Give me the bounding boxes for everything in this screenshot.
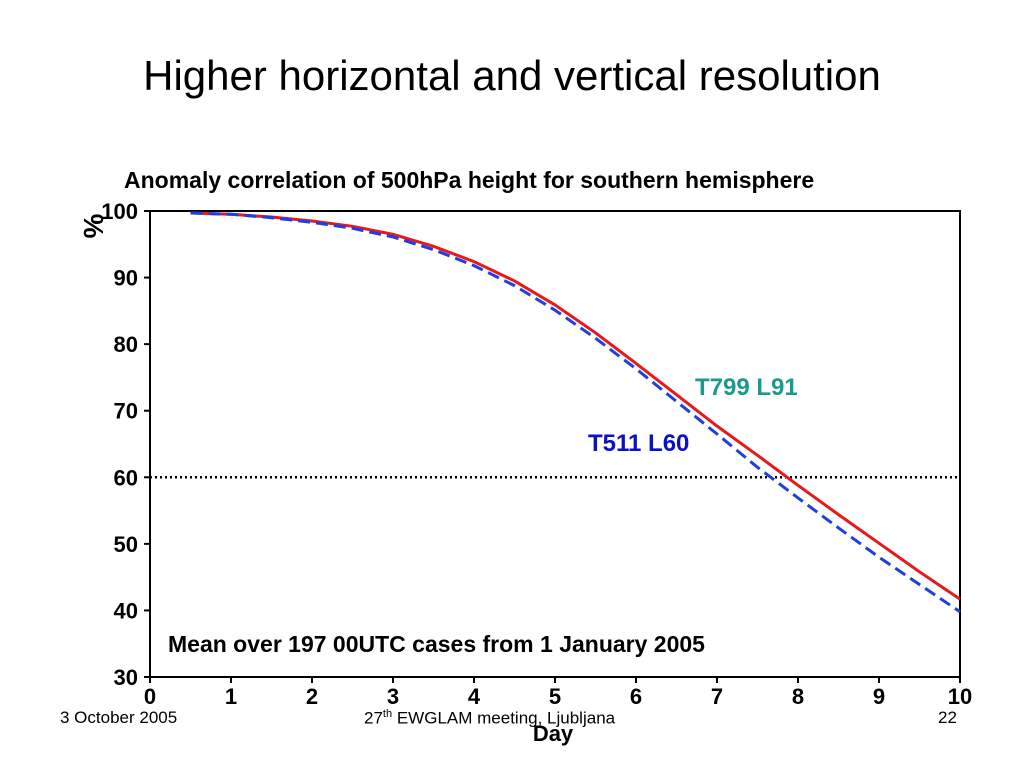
y-tick-label: 100: [101, 199, 138, 224]
footer-meeting-name: EWGLAM meeting, Ljubljana: [392, 708, 616, 728]
x-tick-label: 2: [306, 684, 318, 709]
slide-title: Higher horizontal and vertical resolutio…: [143, 52, 881, 99]
x-tick-label: 5: [549, 684, 561, 709]
x-tick-label: 4: [468, 684, 481, 709]
y-tick-label: 30: [114, 665, 138, 690]
footer-meeting: 27th EWGLAM meeting, Ljubljana: [364, 708, 615, 729]
y-tick-label: 50: [114, 532, 138, 557]
x-tick-label: 7: [711, 684, 723, 709]
series-label-t799-l91: T799 L91: [695, 374, 798, 401]
x-tick-label: 8: [792, 684, 804, 709]
x-tick-label: 6: [630, 684, 642, 709]
y-tick-label: 80: [114, 332, 138, 357]
y-tick-label: 40: [114, 598, 138, 623]
y-tick-label: 60: [114, 465, 138, 490]
x-tick-label: 10: [948, 684, 972, 709]
x-axis-label: Day: [533, 721, 574, 746]
series-label-t511-l60: T511 L60: [588, 430, 689, 457]
x-tick-label: 3: [387, 684, 399, 709]
footer-meeting-number: 27: [364, 708, 383, 728]
footer-date: 3 October 2005: [60, 708, 178, 727]
x-tick-label: 9: [873, 684, 885, 709]
y-tick-label: 90: [114, 266, 138, 291]
chart-annotation: Mean over 197 00UTC cases from 1 January…: [168, 631, 705, 657]
series-line-t799-l91: [190, 211, 961, 601]
series-line-t511-l60: [190, 211, 961, 614]
y-axis-label: %: [78, 213, 109, 238]
footer-page-number: 22: [938, 708, 957, 727]
footer-meeting-ordinal: th: [382, 708, 393, 720]
y-tick-label: 70: [114, 399, 138, 424]
x-tick-label: 0: [144, 684, 156, 709]
plot-frame: [149, 210, 961, 678]
x-tick-label: 1: [225, 684, 237, 709]
chart-title: Anomaly correlation of 500hPa height for…: [124, 167, 815, 193]
